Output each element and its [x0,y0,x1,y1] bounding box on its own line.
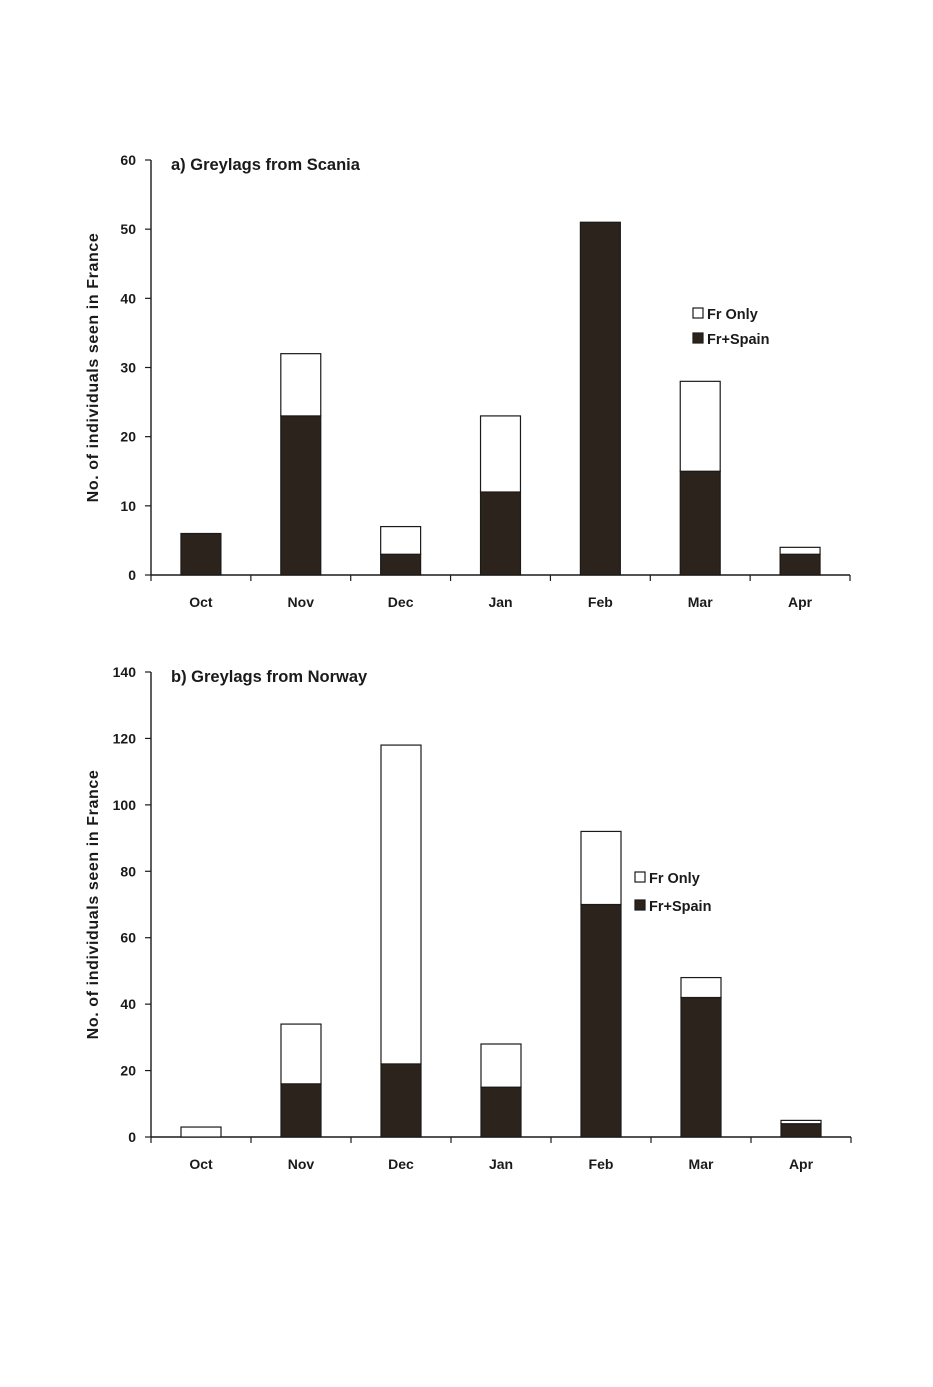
legend-swatch-fr-spain [634,899,646,911]
legend-label-fr-only: Fr Only [707,307,758,323]
y-tick-label: 120 [113,730,137,746]
y-tick-label: 0 [128,1129,136,1145]
bar-fr-only-dec [380,525,422,555]
bar-fr-spain-nov [280,1083,322,1138]
y-tick-label: 20 [120,429,136,445]
bar-fr-only-oct [180,1126,222,1138]
y-tick-label: 60 [120,152,136,168]
y-tick-label: 140 [113,664,137,680]
bar-fr-only-dec [380,744,422,1065]
bar-fr-only-nov [280,353,322,417]
legend-label-fr-only: Fr Only [649,871,700,887]
x-tick-label-jan: Jan [489,1156,513,1172]
bar-fr-only-apr [779,546,821,555]
bar-fr-spain-apr [780,1123,822,1138]
bar-fr-only-mar [680,976,722,999]
bar-fr-spain-feb [579,221,621,576]
x-tick-label-mar: Mar [689,1156,714,1172]
x-tick-label-apr: Apr [788,594,813,610]
chart-panel-scania: 0 10 20 30 40 50 60 Oct Nov Dec Jan Feb Mar Apr a) Gre… [0,130,933,630]
bar-fr-spain-nov [280,415,322,576]
bar-fr-spain-dec [380,553,422,576]
bar-fr-spain-jan [480,1086,522,1138]
bar-fr-spain-dec [380,1063,422,1138]
bar-fr-spain-feb [580,903,622,1138]
bar-fr-only-feb [580,830,622,906]
y-tick-label: 20 [120,1063,136,1079]
x-tick-label-dec: Dec [388,594,414,610]
chart-norway: 0 20 40 60 80 100 120 140 Oct Nov Dec Jan Feb Mar Apr b… [85,664,852,1172]
bar-fr-spain-apr [779,553,821,576]
x-tick-label-mar: Mar [688,594,713,610]
chart-title: a) Greylags from Scania [171,156,361,174]
bar-fr-only-mar [679,380,721,472]
legend-swatch-fr-spain [692,332,704,344]
chart-panel-norway: 0 20 40 60 80 100 120 140 Oct Nov Dec Jan Feb Mar Apr b… [0,640,933,1200]
x-tick-label-feb: Feb [589,1156,614,1172]
bar-fr-only-apr [780,1119,822,1125]
x-tick-label-oct: Oct [189,594,213,610]
x-tick-label-apr: Apr [789,1156,814,1172]
bar-fr-only-nov [280,1023,322,1085]
y-tick-label: 50 [120,221,136,237]
y-tick-label: 10 [120,498,136,514]
legend-swatch-fr-only [634,871,646,883]
y-axis-label: No. of individuals seen in France [85,770,102,1040]
bar-fr-spain-jan [479,491,522,576]
bar-fr-only-jan [480,1043,522,1088]
legend-label-fr-spain: Fr+Spain [649,899,711,915]
x-tick-label-nov: Nov [288,594,315,610]
y-tick-label: 80 [120,863,136,879]
bar-fr-only-jan [479,415,522,493]
y-tick-label: 40 [120,290,136,306]
bar-fr-spain-mar [680,996,722,1138]
x-tick-label-feb: Feb [588,594,613,610]
x-tick-label-nov: Nov [288,1156,315,1172]
legend-swatch-fr-only [692,307,704,319]
y-axis-label: No. of individuals seen in France [85,233,102,503]
x-tick-label-dec: Dec [388,1156,414,1172]
x-tick-label-oct: Oct [189,1156,213,1172]
y-tick-label: 0 [128,567,136,583]
chart-title: b) Greylags from Norway [171,668,368,686]
chart-scania: 0 10 20 30 40 50 60 Oct Nov Dec Jan Feb Mar Apr a) Gre… [85,152,851,610]
bar-fr-spain-oct [180,532,222,576]
y-tick-label: 100 [113,797,137,813]
bar-fr-spain-mar [679,470,721,576]
legend-label-fr-spain: Fr+Spain [707,332,769,348]
x-tick-label-jan: Jan [488,594,512,610]
y-tick-label: 30 [120,360,136,376]
y-tick-label: 60 [120,930,136,946]
y-tick-label: 40 [120,996,136,1012]
